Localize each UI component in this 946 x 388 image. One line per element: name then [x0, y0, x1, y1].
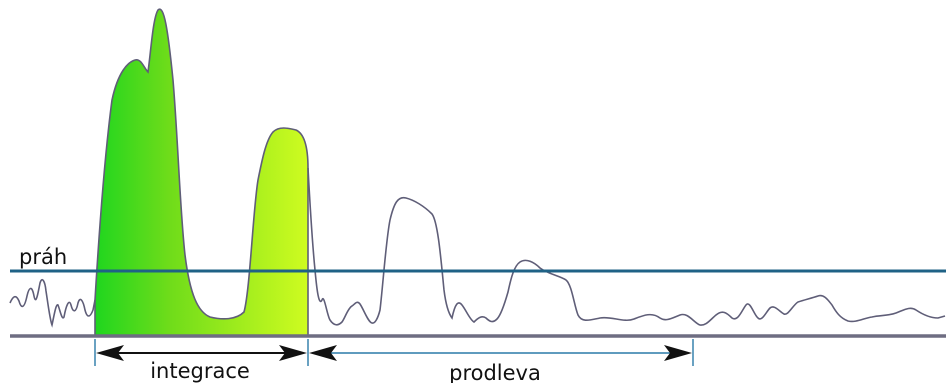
integrated-area — [94, 8, 309, 337]
integration-label: integrace — [150, 359, 250, 383]
delay-span-arrow — [309, 345, 692, 361]
threshold-label: práh — [19, 245, 67, 269]
delay-label: prodleva — [449, 361, 541, 383]
signal-trace — [307, 167, 946, 326]
signal-noise — [9, 279, 96, 328]
integration-span-arrow — [96, 345, 307, 361]
